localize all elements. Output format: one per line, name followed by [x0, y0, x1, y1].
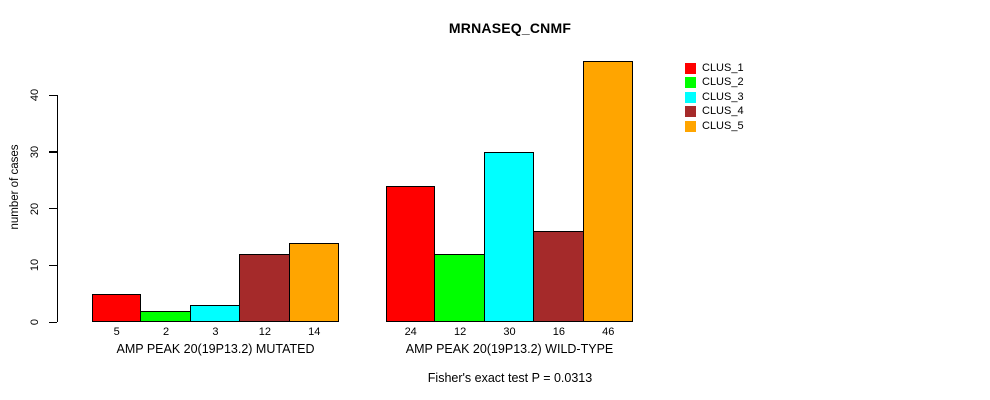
y-axis-tick-label: 10	[29, 259, 41, 272]
legend-color-swatch	[685, 77, 696, 89]
legend-color-swatch	[685, 91, 696, 103]
legend-entry-label: CLUS_4	[702, 105, 744, 118]
bar-value-label: 30	[503, 326, 516, 338]
legend-color-swatch	[685, 106, 696, 118]
legend-entry: CLUS_3	[685, 90, 744, 105]
bar-clus_4-group2	[533, 231, 584, 322]
bar-value-label: 12	[258, 326, 271, 338]
y-axis-tick	[49, 208, 57, 210]
bar-value-label: 3	[212, 326, 219, 338]
group-label: AMP PEAK 20(19P13.2) MUTATED	[116, 342, 315, 356]
bar-clus_2-group1	[140, 310, 191, 322]
legend-color-swatch	[685, 120, 696, 132]
annotation-text: Fisher's exact test P = 0.0313	[427, 371, 593, 385]
y-axis-tick-label: 0	[29, 318, 41, 326]
legend-entry-label: CLUS_2	[702, 76, 744, 89]
bar-clus_3-group1	[189, 304, 241, 322]
legend-entry: CLUS_2	[685, 76, 744, 91]
legend-entry-label: CLUS_5	[702, 119, 744, 132]
legend: CLUS_1 CLUS_2 CLUS_3 CLUS_4 CLUS_5	[685, 61, 744, 134]
bar-value-label: 2	[163, 326, 170, 338]
y-axis-line	[57, 95, 59, 322]
bar-clus_1-group1	[92, 293, 142, 322]
bar-clus_2-group2	[434, 253, 485, 322]
bar-value-label: 12	[453, 326, 467, 338]
legend-entry-label: CLUS_1	[702, 61, 744, 74]
chart-title: MRNASEQ_CNMF	[448, 20, 572, 36]
y-axis-tick-label: 20	[29, 202, 41, 215]
y-axis-tick	[49, 94, 57, 96]
bar-value-label: 24	[404, 326, 417, 338]
bar-clus_3-group2	[483, 151, 535, 322]
legend-entry: CLUS_5	[685, 119, 744, 134]
y-axis-tick-label: 30	[29, 145, 41, 158]
bar-clus_1-group2	[386, 185, 436, 322]
bar-clus_5-group1	[288, 242, 339, 322]
legend-entry: CLUS_4	[685, 105, 744, 120]
y-axis-tick	[49, 321, 57, 323]
y-axis-tick	[49, 151, 57, 153]
bar-value-label: 46	[602, 326, 615, 338]
legend-entry: CLUS_1	[685, 61, 744, 76]
legend-color-swatch	[685, 62, 696, 74]
group-label: AMP PEAK 20(19P13.2) WILD-TYPE	[405, 342, 614, 356]
bar-clus_5-group2	[582, 60, 633, 322]
bar-value-label: 14	[308, 326, 321, 338]
y-axis-tick	[49, 264, 57, 267]
legend-entry-label: CLUS_3	[702, 90, 744, 103]
bar-value-label: 5	[113, 326, 120, 338]
y-axis-tick-label: 40	[29, 88, 41, 102]
bar-value-label: 16	[552, 326, 565, 338]
bar-clus_4-group1	[239, 253, 290, 322]
